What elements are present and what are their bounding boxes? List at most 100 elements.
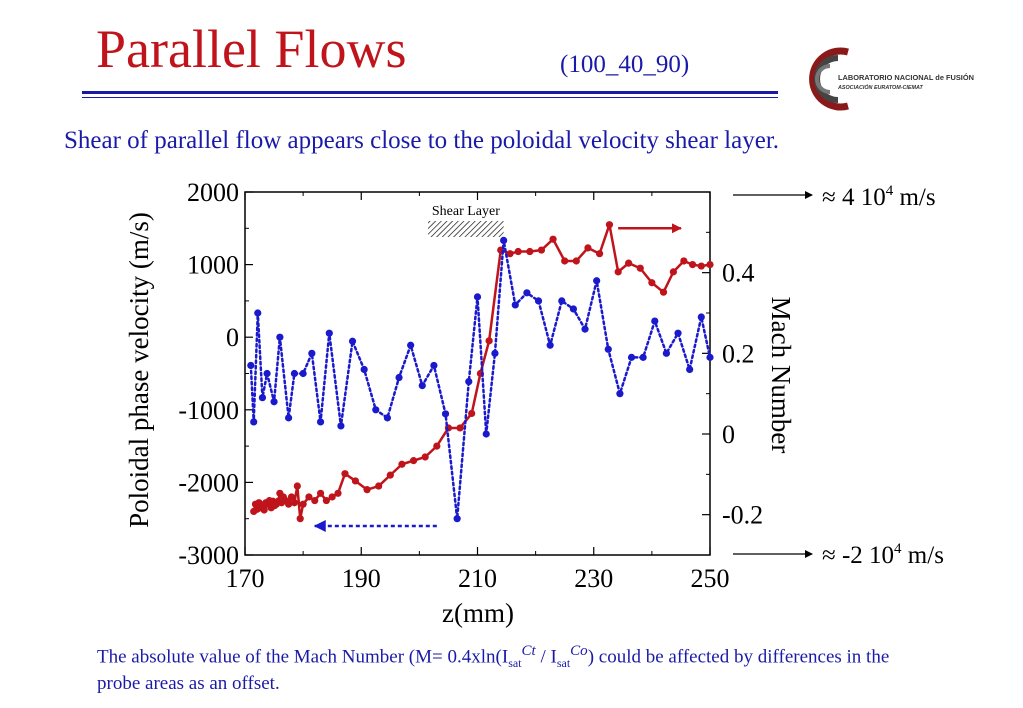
phase-velocity-point	[386, 471, 394, 479]
phase-velocity-point	[433, 442, 441, 450]
mach-number-point	[706, 353, 714, 361]
mach-number-point	[604, 345, 612, 353]
phase-velocity-point	[595, 250, 604, 258]
y-axis-label: Poloidal phase velocity (m/s)	[124, 212, 154, 528]
shear-layer-band	[428, 221, 504, 237]
phase-velocity-point	[614, 268, 622, 276]
mach-number-point	[482, 430, 490, 438]
x-tick-label: 210	[458, 564, 497, 593]
y-tick-label: -1000	[178, 396, 239, 425]
mach-number-point	[686, 365, 694, 374]
phase-velocity-point	[316, 489, 325, 497]
y-tick-label: 1000	[187, 251, 239, 280]
title-rule	[82, 91, 778, 94]
phase-velocity-point	[311, 496, 319, 505]
mach-number-point	[697, 313, 705, 321]
series-layer	[247, 221, 714, 523]
phase-velocity-point	[625, 259, 633, 267]
footer-sup-2: Co	[570, 643, 588, 659]
mach-number-point	[546, 341, 554, 349]
mach-number-point	[473, 293, 482, 301]
x-tick-label: 190	[342, 564, 381, 593]
x-axis-label: z(mm)	[442, 598, 514, 628]
mach-number-point	[569, 305, 578, 313]
mach-number-point	[639, 353, 647, 361]
mach-number-point	[337, 422, 345, 430]
phase-velocity-point	[636, 264, 644, 272]
y-tick-label: 0	[226, 323, 239, 352]
phase-velocity-point	[293, 482, 301, 490]
mach-number-point	[270, 398, 278, 406]
phase-velocity-point	[485, 337, 493, 345]
phase-velocity-point	[537, 246, 546, 254]
phase-velocity-point	[328, 493, 336, 501]
phase-velocity-point	[322, 496, 330, 505]
mach-number-point	[511, 301, 519, 309]
phase-velocity-point	[605, 221, 614, 229]
phase-velocity-point	[680, 257, 688, 265]
phase-velocity-point	[284, 500, 293, 508]
mach-number-point	[407, 341, 415, 349]
mach-number-point	[500, 236, 508, 244]
mach-number-point	[284, 414, 293, 422]
mach-number-point	[258, 394, 267, 402]
phase-velocity-point	[456, 424, 464, 432]
mach-number-point	[674, 329, 682, 337]
phase-velocity-point	[572, 257, 580, 265]
mach-number-point	[523, 289, 531, 297]
phase-velocity-point	[351, 477, 360, 485]
mach-number-point	[441, 410, 450, 418]
phase-velocity-point	[299, 500, 307, 508]
phase-velocity-point	[341, 470, 349, 478]
phase-velocity-point	[669, 268, 677, 276]
title-rule-thin	[82, 97, 778, 98]
y-tick-label: -3000	[178, 541, 239, 570]
footer-part-3: ) could be affected by differences in th…	[97, 646, 890, 694]
phase-velocity-point	[688, 261, 697, 269]
mach-number-point	[593, 277, 601, 285]
mach-number-point	[316, 418, 325, 426]
top-annotation: ≈ 4 104 m/s	[822, 183, 936, 211]
mach-number-point	[581, 325, 589, 333]
phase-velocity-point	[296, 515, 304, 523]
mach-number-point	[250, 418, 258, 426]
mach-number-point	[558, 297, 566, 305]
slide-subtitle: Shear of parallel flow appears close to …	[64, 127, 780, 154]
y2-tick-label: 0.4	[722, 259, 755, 288]
mach-number-point	[254, 309, 262, 317]
footer-sub-1: sat	[508, 656, 522, 671]
logo-line-2: ASOCIACIÓN EURATOM-CIEMAT	[837, 84, 923, 91]
mach-number-point	[395, 373, 403, 382]
phase-velocity-point	[549, 235, 557, 243]
phase-velocity-point	[260, 506, 268, 514]
mach-number-point	[616, 390, 624, 398]
mach-number-point	[627, 353, 636, 361]
logo-emblem-icon	[809, 47, 849, 111]
phase-velocity-point	[375, 482, 383, 490]
axis-ticks: 170 190 210 230 250 -3000 -2000 -1000 0 1000 2000 -…	[178, 178, 763, 593]
phase-velocity-point	[514, 247, 522, 256]
mach-number-point	[299, 369, 307, 378]
lab-logo: LABORATORIO NACIONAL de FUSIÓN ASOCIACIÓ…	[800, 40, 995, 118]
mach-number-point	[662, 349, 671, 357]
mach-number-point	[465, 377, 473, 386]
mach-number-point	[308, 349, 316, 357]
y2-tick-label: 0	[722, 420, 735, 449]
y2-tick-label: 0.2	[722, 339, 755, 368]
y2-axis-label: Mach Number	[766, 297, 796, 454]
phase-velocity-point	[363, 486, 371, 494]
phase-velocity-point	[506, 250, 514, 258]
mach-number-point	[360, 365, 368, 374]
phase-velocity-point	[526, 247, 534, 256]
phase-velocity-point	[334, 489, 342, 497]
phase-velocity-point	[659, 288, 668, 296]
phase-velocity-point	[409, 457, 418, 465]
mach-number-point	[290, 369, 299, 378]
mach-number-point	[325, 329, 333, 337]
mach-number-line	[249, 239, 712, 520]
mach-number-point	[651, 317, 659, 325]
phase-velocity-point	[468, 409, 476, 418]
phase-velocity-point	[398, 460, 406, 468]
y2-tick-label: -0.2	[722, 501, 763, 530]
mach-number-point	[276, 333, 284, 341]
